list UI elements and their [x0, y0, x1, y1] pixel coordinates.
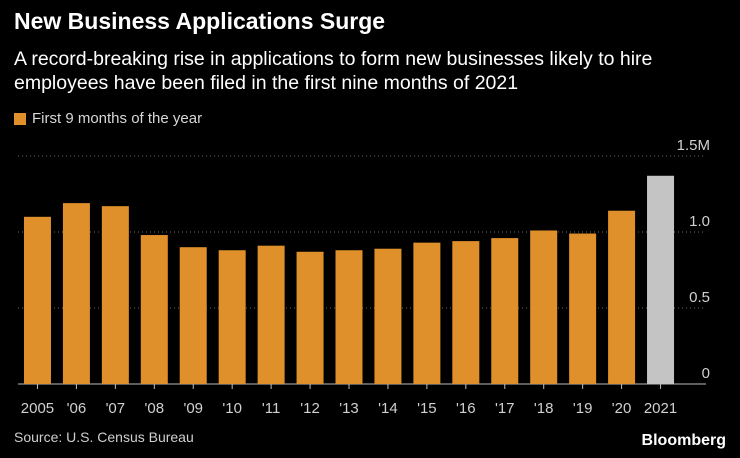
- x-tick-label: '12: [300, 400, 320, 417]
- chart-title: New Business Applications Surge: [14, 8, 386, 34]
- x-tick-label: '18: [534, 400, 554, 417]
- bar: [179, 247, 207, 384]
- y-tick-label: 0.5: [689, 289, 710, 306]
- bar: [491, 238, 519, 384]
- bar: [569, 233, 597, 384]
- bar: [530, 230, 558, 384]
- y-tick-label: 1.5M: [677, 137, 710, 154]
- x-tick-label: '13: [339, 400, 359, 417]
- chart-subtitle: A record-breaking rise in applications t…: [14, 48, 653, 94]
- x-tick-label: '15: [417, 400, 437, 417]
- x-tick-label: '11: [262, 400, 280, 417]
- bar: [335, 250, 363, 384]
- bar: [647, 175, 675, 384]
- bar: [413, 242, 441, 384]
- bar: [23, 216, 51, 384]
- legend-label: First 9 months of the year: [32, 110, 203, 127]
- x-tick-label: 2021: [644, 400, 677, 417]
- bar: [257, 245, 285, 384]
- bar: [296, 251, 324, 384]
- x-tick-label: '19: [573, 400, 593, 417]
- bar: [608, 210, 636, 384]
- x-tick-label: '14: [378, 400, 398, 417]
- x-tick-label: '09: [183, 400, 203, 417]
- x-tick-label: '10: [222, 400, 242, 417]
- x-tick-label: '06: [67, 400, 87, 417]
- bar: [101, 206, 129, 384]
- x-tick-label: '20: [612, 400, 632, 417]
- bar: [218, 250, 246, 384]
- chart-legend: First 9 months of the year: [14, 110, 202, 127]
- x-tick-label: '16: [456, 400, 476, 417]
- legend-swatch: [14, 112, 26, 125]
- bar: [62, 203, 90, 384]
- y-tick-label: 0: [702, 365, 710, 382]
- y-tick-label: 1.0: [689, 213, 710, 230]
- x-tick-label: '08: [145, 400, 165, 417]
- x-tick-label: '17: [495, 400, 515, 417]
- bloomberg-logo: Bloomberg: [641, 432, 726, 449]
- bar: [140, 235, 168, 384]
- source-note: Source: U.S. Census Bureau: [14, 429, 194, 445]
- bar: [452, 241, 480, 384]
- x-tick-label: '07: [106, 400, 126, 417]
- x-tick-label: 2005: [21, 400, 54, 417]
- bar: [374, 248, 402, 384]
